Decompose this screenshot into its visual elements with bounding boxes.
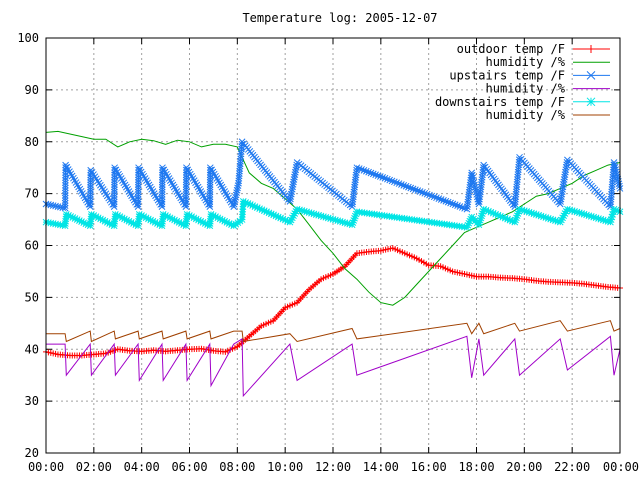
y-tick-labels: 20 30 40 50 60 70 80 90 100 (17, 31, 39, 460)
legend-label: downstairs temp /F (435, 95, 565, 109)
x-tick-label: 04:00 (124, 460, 160, 474)
y-tick-label: 70 (25, 187, 39, 201)
legend-label: humidity /% (486, 55, 566, 69)
x-tick-label: 16:00 (411, 460, 447, 474)
plot-frame (45, 37, 621, 454)
x-tick-label: 00:00 (603, 460, 639, 474)
legend-swatch-marker (587, 45, 595, 53)
y-tick-label: 50 (25, 290, 39, 304)
x-tick-label: 22:00 (554, 460, 590, 474)
series-2 (42, 138, 624, 213)
legend-label: humidity /% (486, 108, 566, 122)
series-4 (42, 198, 624, 231)
y-tick-label: 90 (25, 83, 39, 97)
series-1 (45, 130, 621, 306)
y-tick-label: 60 (25, 239, 39, 253)
legend-swatch-marker (586, 97, 596, 107)
grid (45, 37, 621, 454)
x-tick-label: 02:00 (76, 460, 112, 474)
x-tick-label: 14:00 (363, 460, 399, 474)
x-tick-label: 06:00 (171, 460, 207, 474)
x-tick-label: 08:00 (219, 460, 255, 474)
series-markers (43, 245, 623, 359)
legend-swatch-marker (586, 71, 596, 80)
chart-title: Temperature log: 2005-12-07 (242, 11, 437, 25)
y-tick-label: 30 (25, 394, 39, 408)
x-tick-label: 20:00 (506, 460, 542, 474)
y-tick-label: 80 (25, 135, 39, 149)
series-line (46, 320, 621, 343)
legend-label: upstairs temp /F (449, 68, 565, 82)
series-layer (42, 130, 624, 398)
series-line (45, 130, 621, 306)
legend-label: humidity /% (486, 82, 566, 96)
series-3 (46, 335, 621, 398)
x-tick-label: 12:00 (315, 460, 351, 474)
x-tick-label: 18:00 (458, 460, 494, 474)
series-0 (43, 245, 623, 359)
series-5 (46, 320, 621, 343)
y-tick-label: 20 (25, 446, 39, 460)
x-tick-label: 00:00 (28, 460, 64, 474)
series-line (46, 335, 621, 398)
x-tick-labels: 00:00 02:00 04:00 06:00 08:00 10:00 12:00 14:00… (28, 460, 639, 474)
y-tick-label: 40 (25, 342, 39, 356)
x-tick-label: 10:00 (267, 460, 303, 474)
legend-label: outdoor temp /F (457, 42, 565, 56)
y-tick-label: 100 (17, 31, 39, 45)
